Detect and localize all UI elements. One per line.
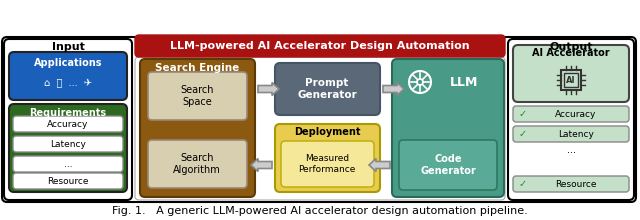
Text: AI Accelerator: AI Accelerator [532,48,610,58]
FancyBboxPatch shape [140,59,255,197]
FancyBboxPatch shape [513,126,629,142]
FancyBboxPatch shape [4,39,132,200]
FancyBboxPatch shape [148,72,247,120]
Polygon shape [251,158,272,172]
FancyBboxPatch shape [399,140,497,190]
Text: LLM-powered AI Accelerator Design Automation: LLM-powered AI Accelerator Design Automa… [170,41,470,51]
Text: Latency: Latency [558,130,594,139]
FancyBboxPatch shape [275,63,380,115]
FancyBboxPatch shape [13,156,123,172]
Text: Accuracy: Accuracy [47,119,89,128]
FancyBboxPatch shape [13,136,123,152]
Text: ✓: ✓ [519,179,527,189]
Text: Input: Input [52,42,84,52]
FancyBboxPatch shape [2,37,636,202]
FancyBboxPatch shape [508,39,634,200]
FancyBboxPatch shape [13,116,123,132]
Text: Code
Generator: Code Generator [420,154,476,176]
FancyBboxPatch shape [513,176,629,192]
Text: AI: AI [566,75,576,84]
Text: Resource: Resource [47,176,89,185]
Text: ...: ... [64,160,72,169]
Text: Search Engine: Search Engine [155,63,239,73]
Text: ⌂  ⛰  ...  ✈: ⌂ ⛰ ... ✈ [44,78,92,88]
Polygon shape [258,82,279,95]
FancyBboxPatch shape [513,106,629,122]
Text: Search
Space: Search Space [180,85,214,107]
FancyBboxPatch shape [135,57,505,200]
Text: ...: ... [566,145,575,155]
Text: Applications: Applications [34,58,102,68]
Text: Fig. 1.   A generic LLM-powered AI accelerator design automation pipeline.: Fig. 1. A generic LLM-powered AI acceler… [112,206,528,216]
FancyBboxPatch shape [135,35,505,57]
FancyBboxPatch shape [13,173,123,189]
FancyBboxPatch shape [392,59,504,197]
FancyBboxPatch shape [9,104,127,192]
Text: ✓: ✓ [519,129,527,139]
FancyBboxPatch shape [281,141,374,187]
Text: Requirements: Requirements [29,108,107,118]
Bar [561,70,581,90]
FancyBboxPatch shape [9,52,127,100]
Text: LLM: LLM [450,75,478,88]
FancyBboxPatch shape [148,140,247,188]
Text: Accuracy: Accuracy [556,110,596,119]
Text: Resource: Resource [556,180,596,189]
Polygon shape [369,158,390,172]
FancyBboxPatch shape [513,45,629,102]
Bar [564,73,578,87]
Text: Prompt
Generator: Prompt Generator [297,78,357,100]
Text: Measured
Performance: Measured Performance [298,154,356,174]
FancyBboxPatch shape [275,124,380,192]
Text: Search
Algorithm: Search Algorithm [173,153,221,175]
Text: Output: Output [549,42,593,52]
Text: Latency: Latency [50,139,86,148]
Text: ✓: ✓ [519,109,527,119]
Polygon shape [383,82,404,95]
Text: Deployment: Deployment [294,127,360,137]
